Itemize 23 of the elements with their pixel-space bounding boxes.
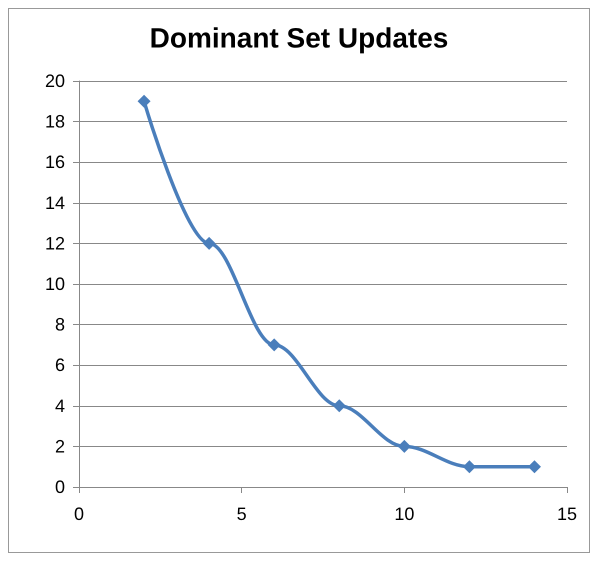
y-tick-label: 8 [54, 314, 65, 335]
y-tick-label: 2 [54, 436, 65, 456]
point [462, 460, 476, 474]
y-tick-label: 4 [54, 396, 65, 416]
x-tick-label: 0 [74, 504, 84, 524]
point [528, 460, 541, 474]
point [332, 399, 346, 412]
point [202, 236, 216, 250]
y-tick-label: 14 [44, 192, 65, 213]
y-tick-label: 16 [44, 152, 65, 172]
y-tick-label: 20 [44, 71, 65, 91]
y-tick-label: 12 [44, 233, 65, 254]
x-tick-label: 10 [394, 504, 414, 524]
y-tick-label: 0 [54, 477, 65, 497]
x-tick-label: 15 [556, 504, 578, 524]
x-tick-label: 5 [236, 504, 247, 524]
y-tick-label: 10 [44, 274, 65, 294]
y-tick-label: 6 [54, 355, 65, 376]
point [138, 94, 151, 108]
y-tick-label: 18 [44, 112, 65, 132]
chart-title: Dominant Set Updates [150, 22, 448, 54]
point [268, 338, 281, 352]
point [398, 440, 411, 453]
